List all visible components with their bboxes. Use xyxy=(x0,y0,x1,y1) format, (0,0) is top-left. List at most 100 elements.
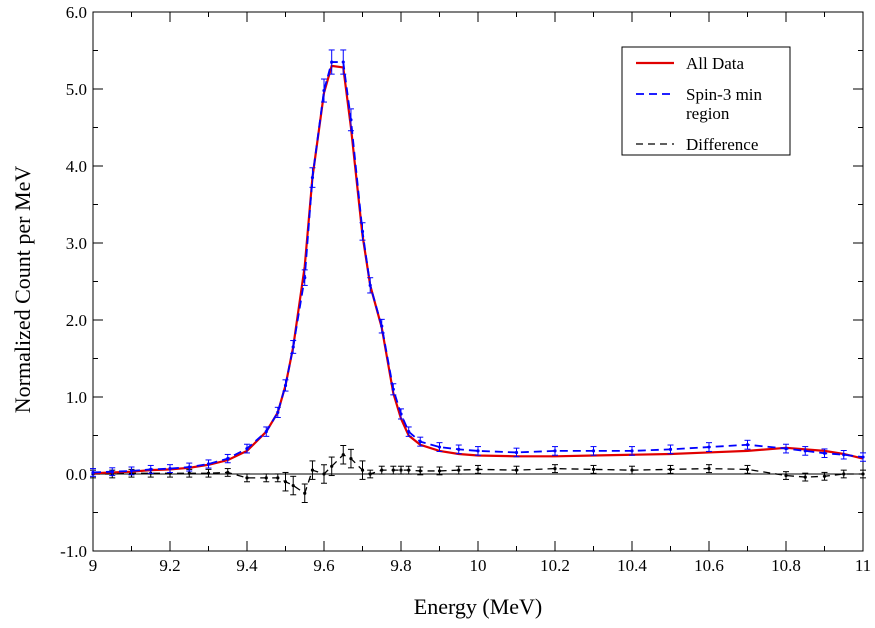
data-point xyxy=(861,472,865,476)
x-tick-label: 9.4 xyxy=(236,556,258,575)
x-tick-label: 9.2 xyxy=(159,556,180,575)
data-point xyxy=(418,469,422,473)
data-point xyxy=(668,447,673,451)
data-point xyxy=(591,449,596,453)
data-point xyxy=(399,468,403,472)
series-layer xyxy=(90,49,866,503)
x-tick-label: 9.8 xyxy=(390,556,411,575)
data-point xyxy=(668,467,673,471)
data-point xyxy=(245,476,249,480)
data-point xyxy=(276,476,280,480)
y-tick-label: -1.0 xyxy=(60,542,87,561)
x-tick-label: 10.6 xyxy=(694,556,724,575)
x-tick-label: 10.4 xyxy=(617,556,647,575)
data-point xyxy=(391,468,395,472)
data-point xyxy=(407,468,411,472)
data-point xyxy=(553,467,557,471)
data-point xyxy=(91,470,95,475)
data-point xyxy=(264,430,268,434)
x-tick-label: 10.8 xyxy=(771,556,801,575)
legend-label: region xyxy=(686,104,730,123)
x-tick-label: 9.6 xyxy=(313,556,334,575)
data-point xyxy=(168,467,172,471)
data-point xyxy=(822,474,827,478)
data-point xyxy=(707,445,711,449)
data-point xyxy=(380,468,384,472)
data-point xyxy=(418,440,422,444)
data-point xyxy=(391,387,395,391)
data-point xyxy=(310,468,315,472)
data-point xyxy=(341,453,345,457)
x-tick-label: 10.2 xyxy=(540,556,570,575)
data-point xyxy=(129,469,134,473)
data-point xyxy=(149,467,153,471)
data-point xyxy=(330,464,334,468)
data-point xyxy=(630,449,634,453)
data-point xyxy=(283,383,288,388)
data-point xyxy=(437,469,442,473)
data-point xyxy=(803,449,807,453)
data-point xyxy=(330,60,334,64)
data-point xyxy=(457,447,461,451)
data-point xyxy=(322,88,326,93)
y-tick-label: 1.0 xyxy=(66,388,87,407)
data-point xyxy=(291,483,295,488)
data-point xyxy=(341,60,345,64)
data-point xyxy=(476,467,480,471)
data-point xyxy=(303,276,307,280)
data-point xyxy=(784,446,788,451)
series-spin3 xyxy=(90,49,866,477)
y-tick-label: 6.0 xyxy=(66,3,87,22)
data-point xyxy=(784,473,788,478)
data-point xyxy=(303,491,307,495)
data-point xyxy=(187,471,191,475)
data-point xyxy=(745,443,750,447)
data-point xyxy=(291,345,295,349)
data-point xyxy=(407,430,411,434)
x-axis-title: Energy (MeV) xyxy=(414,594,543,619)
data-point xyxy=(264,476,268,480)
data-point xyxy=(206,462,211,466)
data-point xyxy=(226,457,230,461)
legend-box xyxy=(621,46,791,156)
data-point xyxy=(514,450,519,455)
data-point xyxy=(283,480,288,484)
data-point xyxy=(553,449,557,453)
data-point xyxy=(861,455,865,459)
data-point xyxy=(745,467,750,471)
data-point xyxy=(707,467,711,471)
x-tick-label: 10 xyxy=(470,556,487,575)
data-point xyxy=(380,324,384,328)
y-tick-label: 2.0 xyxy=(66,311,87,330)
y-tick-label: 0.0 xyxy=(66,465,87,484)
data-point xyxy=(226,470,230,475)
data-point xyxy=(822,451,827,455)
data-point xyxy=(245,446,249,451)
data-point xyxy=(399,412,403,416)
legend-label: Difference xyxy=(686,135,758,154)
x-tick-label: 9 xyxy=(89,556,98,575)
data-point xyxy=(368,472,372,476)
data-point xyxy=(591,467,596,471)
axes-layer: 9 9.2 9.4 9.6 9.8 10 10.2 10.4 10.6 10.8 11 -1.0 0.0… xyxy=(60,3,871,575)
x-tick-label: 11 xyxy=(855,556,871,575)
data-point xyxy=(476,449,480,453)
legend-label: All Data xyxy=(686,54,745,73)
data-point xyxy=(803,475,807,479)
data-point xyxy=(276,410,280,414)
data-point xyxy=(322,472,326,476)
data-point xyxy=(349,118,353,122)
data-point xyxy=(437,445,442,449)
y-axis-title: Normalized Count per MeV xyxy=(10,166,35,414)
data-point xyxy=(310,175,315,180)
data-point xyxy=(360,468,365,472)
data-point xyxy=(110,470,114,474)
data-point xyxy=(349,457,353,461)
data-point xyxy=(360,229,365,234)
legend-label: Spin-3 min xyxy=(686,85,763,104)
data-point xyxy=(187,465,191,469)
y-tick-label: 5.0 xyxy=(66,80,87,99)
y-tick-label: 3.0 xyxy=(66,234,87,253)
